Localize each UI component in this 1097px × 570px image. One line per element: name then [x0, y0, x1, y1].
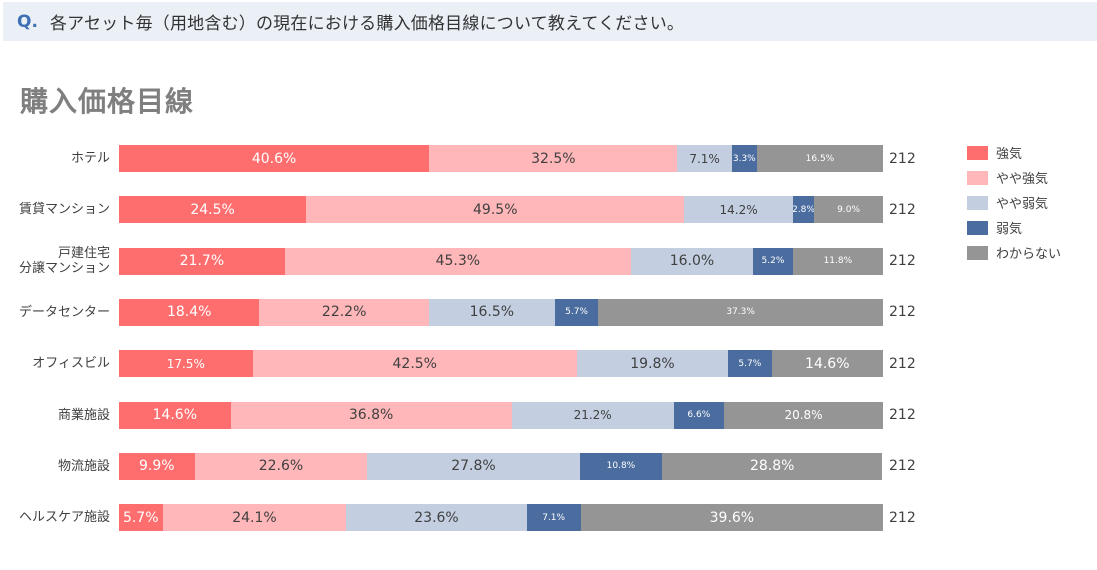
bar-segment: 11.8% — [792, 247, 883, 275]
sample-size-value: 212 — [889, 509, 916, 526]
legend-item: 弱気 — [967, 215, 1061, 240]
bar-segment: 37.3% — [598, 298, 883, 326]
bar-segment: 14.6% — [771, 350, 883, 378]
bar-segment: 20.8% — [724, 401, 883, 429]
bar-segment: 24.1% — [162, 504, 347, 532]
bar-segment: 24.5% — [119, 196, 307, 224]
bar-row: データセンター 18.4% 22.2% 16.5% 5.7% 37.3% 212 — [0, 298, 940, 326]
bar-segment: 23.6% — [346, 504, 527, 532]
bar-segment: 27.8% — [367, 452, 580, 480]
sample-size-value: 212 — [889, 458, 916, 475]
legend-label: 弱気 — [996, 222, 1023, 237]
bar-segment: 6.6% — [673, 401, 725, 429]
bar-segment: 5.7% — [119, 504, 163, 532]
bar-segment: 18.4% — [119, 298, 260, 326]
legend-swatch-icon — [967, 195, 988, 210]
sample-size-value: 212 — [889, 150, 916, 167]
bar-segment: 49.5% — [306, 196, 685, 224]
legend-item: やや弱気 — [967, 190, 1061, 215]
bar-segment: 32.5% — [429, 145, 678, 172]
bar-segment: 14.6% — [119, 401, 231, 429]
legend-label: 強気 — [996, 147, 1023, 162]
bar-segment: 9.0% — [814, 196, 883, 224]
chart-title: 購入価格目線 — [20, 85, 195, 118]
sample-size-value: 212 — [889, 407, 916, 423]
category-label: 賃貸マンション — [18, 202, 110, 218]
legend-label: わからない — [996, 247, 1062, 262]
bar-segment: 36.8% — [230, 401, 512, 429]
bar-segment: 42.5% — [252, 350, 577, 378]
category-label: データセンター — [18, 304, 110, 320]
stacked-bar: 40.6% 32.5% 7.1% 3.3% 16.5% — [119, 145, 883, 172]
bar-row: 物流施設 9.9% 22.6% 27.8% 10.8% 28.8% 212 — [0, 452, 940, 480]
bar-segment: 7.1% — [526, 504, 581, 532]
legend-label: やや強気 — [996, 172, 1049, 187]
legend-swatch-icon — [967, 245, 988, 260]
bar-segment: 2.8% — [792, 196, 815, 224]
category-label: オフィスビル — [32, 356, 110, 372]
bar-row: ホテル 40.6% 32.5% 7.1% 3.3% 16.5% 212 — [0, 145, 940, 172]
legend-item: 強気 — [967, 140, 1061, 165]
legend-swatch-icon — [967, 220, 988, 235]
chart-legend: 強気やや強気やや弱気弱気わからない — [967, 140, 1061, 265]
bar-segment: 45.3% — [284, 247, 631, 275]
category-label: 商業施設 — [57, 407, 110, 423]
bar-segment: 40.6% — [119, 145, 430, 172]
stacked-bar: 21.7% 45.3% 16.0% 5.2% 11.8% — [119, 247, 883, 275]
bar-segment: 19.8% — [576, 350, 729, 378]
bar-segment: 5.2% — [753, 247, 793, 275]
bar-segment: 5.7% — [554, 298, 599, 326]
sample-size-value: 212 — [889, 304, 916, 321]
bar-segment: 17.5% — [119, 350, 253, 378]
bar-segment: 9.9% — [119, 452, 195, 480]
stacked-bar: 9.9% 22.6% 27.8% 10.8% 28.8% — [119, 452, 883, 480]
bar-segment: 39.6% — [580, 504, 883, 532]
legend-swatch-icon — [967, 145, 988, 160]
bar-row: オフィスビル 17.5% 42.5% 19.8% 5.7% 14.6% 212 — [0, 350, 940, 378]
category-label: ホテル — [70, 151, 110, 166]
bar-segment: 22.6% — [194, 452, 368, 480]
sample-size-value: 212 — [889, 253, 916, 270]
legend-item: わからない — [967, 240, 1061, 265]
bar-row: 商業施設 14.6% 36.8% 21.2% 6.6% 20.8% 212 — [0, 401, 940, 429]
bar-segment: 28.8% — [662, 452, 883, 480]
bar-row: 戸建住宅 分譲マンション 21.7% 45.3% 16.0% 5.2% 11.8% 212 — [0, 246, 940, 277]
bar-segment: 5.7% — [728, 350, 772, 378]
bar-segment: 16.5% — [756, 145, 883, 172]
question-marker: Q. — [17, 11, 38, 32]
bar-segment: 21.7% — [119, 247, 285, 275]
stacked-bar: 17.5% 42.5% 19.8% 5.7% 14.6% — [119, 350, 883, 378]
stacked-bar: 5.7% 24.1% 23.6% 7.1% 39.6% — [119, 504, 883, 532]
bar-segment: 3.3% — [731, 145, 757, 172]
sample-size-value: 212 — [889, 355, 916, 372]
stacked-bar: 24.5% 49.5% 14.2% 2.8% 9.0% — [119, 196, 883, 224]
sample-size-value: 212 — [889, 201, 916, 218]
category-label: 戸建住宅 分譲マンション — [18, 246, 110, 277]
question-text: 各アセット毎（用地含む）の現在における購入価格目線について教えてください。 — [49, 14, 685, 34]
bar-segment: 10.8% — [579, 452, 663, 480]
bar-segment: 7.1% — [677, 145, 732, 172]
bar-segment: 16.5% — [428, 298, 555, 326]
category-label: ヘルスケア施設 — [18, 510, 110, 526]
bar-segment: 14.2% — [684, 196, 793, 224]
stacked-bar: 18.4% 22.2% 16.5% 5.7% 37.3% — [119, 298, 883, 326]
bar-segment: 21.2% — [511, 401, 674, 429]
legend-swatch-icon — [967, 170, 988, 185]
legend-label: やや弱気 — [996, 197, 1049, 212]
question-banner: Q. 各アセット毎（用地含む）の現在における購入価格目線について教えてください。 — [3, 2, 1097, 41]
bar-row: ヘルスケア施設 5.7% 24.1% 23.6% 7.1% 39.6% 212 — [0, 504, 940, 532]
category-label: 物流施設 — [57, 458, 110, 474]
bar-row: 賃貸マンション 24.5% 49.5% 14.2% 2.8% 9.0% 212 — [0, 196, 940, 224]
legend-item: やや強気 — [967, 165, 1061, 190]
bar-segment: 22.2% — [259, 298, 429, 326]
stacked-bar: 14.6% 36.8% 21.2% 6.6% 20.8% — [119, 401, 883, 429]
bar-segment: 16.0% — [630, 247, 754, 275]
